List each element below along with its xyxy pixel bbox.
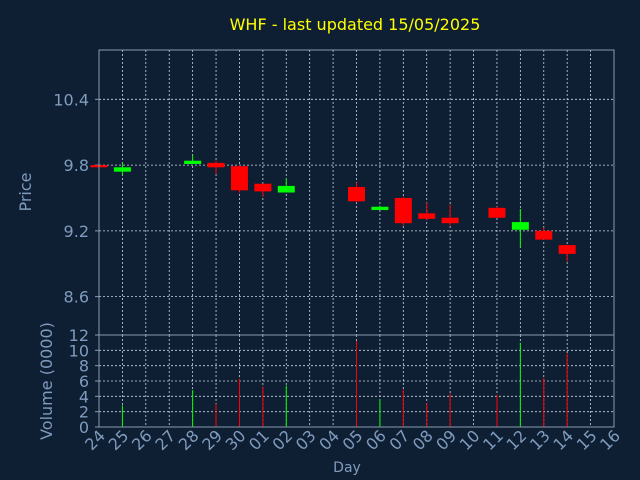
candle-body <box>371 206 389 211</box>
candle-body <box>558 245 576 254</box>
volume-tick-label: 0 <box>79 418 89 437</box>
volume-tick-label: 12 <box>69 326 89 345</box>
volume-tick-label: 8 <box>79 357 89 376</box>
candle-body <box>441 217 459 224</box>
volume-plot-frame <box>98 334 615 428</box>
x-axis-label: Day <box>333 460 361 476</box>
volume-tick-label: 4 <box>79 387 89 406</box>
candle-body <box>230 166 248 191</box>
candle-body <box>207 162 225 168</box>
candlestick-series <box>90 155 576 262</box>
candle-body <box>488 207 506 218</box>
candle-body <box>277 185 295 193</box>
volume-tick-label: 10 <box>69 341 89 360</box>
candle-body <box>254 183 272 192</box>
price-tick-label: 10.4 <box>53 90 89 109</box>
candle-body <box>535 230 553 240</box>
volume-tick-label: 6 <box>79 372 89 391</box>
candle-body <box>348 187 365 202</box>
x-tick-label: 16 <box>596 426 624 454</box>
x-axis-ticks: 2425262728293001020304050607080910111213… <box>81 426 624 454</box>
volume-axis-label: Volume (0000) <box>37 322 56 440</box>
price-axis-label: Price <box>16 172 35 211</box>
volume-tick-label: 2 <box>79 403 89 422</box>
volume-series <box>98 341 568 427</box>
price-gridlines <box>99 50 614 335</box>
candle-body <box>184 160 202 164</box>
price-tick-label: 8.6 <box>64 288 89 307</box>
price-axis-ticks: 8.6 9.2 9.8 10.4 <box>53 90 99 307</box>
chart-title: WHF - last updated 15/05/2025 <box>230 15 481 34</box>
price-tick-label: 9.8 <box>64 156 89 175</box>
candle-body <box>418 213 436 219</box>
candle-body <box>113 167 131 172</box>
candle-body <box>511 222 529 230</box>
candle-body <box>394 197 412 224</box>
price-tick-label: 9.2 <box>64 222 89 241</box>
